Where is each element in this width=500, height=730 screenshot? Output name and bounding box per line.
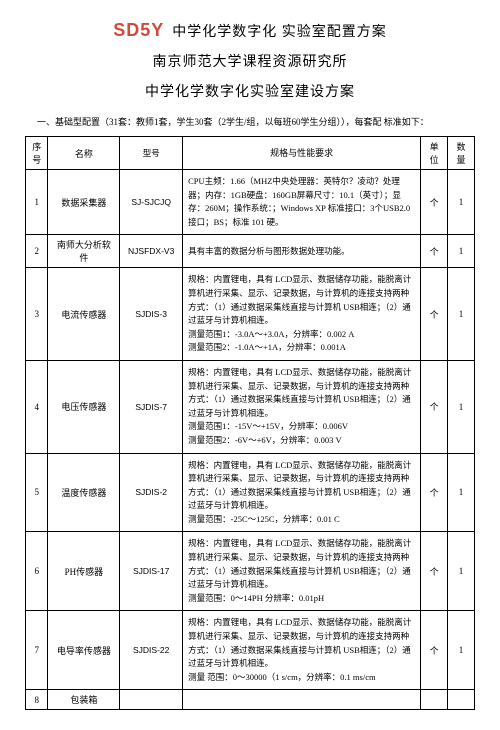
cell-seq: 8 [26,690,48,710]
cell-spec: 规格：内置锂电，具有 LCD显示、数据储存功能，能脱离计算机进行采集、显示、记录… [183,611,421,690]
title-plan: 中学化学数字化实验室建设方案 [25,81,475,101]
cell-model: SJ-SJCJQ [120,170,183,235]
cell-qty [448,690,475,710]
cell-model: SJDIS-17 [120,532,183,611]
title-institute: 南京师范大学课程资源研究所 [25,51,475,71]
table-header-row: 序 号 名称 型号 规格与性能要求 单位 数量 [26,137,475,170]
intro-text: 一、基础型配置（31套：教师1套，学生30套（2学生/组，以每班60学生分组））… [25,115,475,128]
cell-unit: 个 [421,611,448,690]
cell-model [120,690,183,710]
cell-seq: 7 [26,611,48,690]
cell-model: SJDIS-22 [120,611,183,690]
cell-name: 南师大分析软件 [48,235,120,268]
cell-qty: 1 [448,268,475,361]
cell-qty: 1 [448,611,475,690]
cell-unit [421,690,448,710]
cell-model: SJDIS-2 [120,453,183,532]
cell-name: 数据采集器 [48,170,120,235]
cell-seq: 4 [26,360,48,453]
cell-qty: 1 [448,532,475,611]
col-header-spec: 规格与性能要求 [183,137,421,170]
cell-unit: 个 [421,268,448,361]
table-row: 3电流传感器SJDIS-3规格：内置锂电，具有 LCD显示、数据储存功能，能脱离… [26,268,475,361]
cell-unit: 个 [421,453,448,532]
cell-model: NJSFDX-V3 [120,235,183,268]
table-row: 4电压传感器SJDIS-7规格：内置锂电，具有 LCD显示、数据储存功能，能脱离… [26,360,475,453]
cell-spec: 规格：内置锂电，具有 LCD显示、数据储存功能，能脱离计算机进行采集、显示、记录… [183,532,421,611]
watermark: SD5Y [113,20,164,41]
cell-unit: 个 [421,170,448,235]
table-row: 7电导率传感器SJDIS-22规格：内置锂电，具有 LCD显示、数据储存功能，能… [26,611,475,690]
cell-seq: 3 [26,268,48,361]
table-row: 6PH传感器SJDIS-17规格：内置锂电，具有 LCD显示、数据储存功能，能脱… [26,532,475,611]
cell-qty: 1 [448,235,475,268]
cell-name: 电压传感器 [48,360,120,453]
col-header-qty: 数量 [448,137,475,170]
cell-name: 电流传感器 [48,268,120,361]
cell-spec: CPU主频：1.66（MHZ中央处理器：英特尔？凌动？处理器；内存：1GB硬盘：… [183,170,421,235]
cell-model: SJDIS-7 [120,360,183,453]
cell-spec: 具有丰富的数据分析与图形数据处理功能。 [183,235,421,268]
cell-seq: 1 [26,170,48,235]
cell-unit: 个 [421,235,448,268]
cell-name: 电导率传感器 [48,611,120,690]
cell-model: SJDIS-3 [120,268,183,361]
cell-unit: 个 [421,360,448,453]
col-header-model: 型号 [120,137,183,170]
config-table: 序 号 名称 型号 规格与性能要求 单位 数量 1数据采集器SJ-SJCJQCP… [25,136,475,710]
cell-name: 温度传感器 [48,453,120,532]
cell-seq: 2 [26,235,48,268]
cell-unit: 个 [421,532,448,611]
cell-spec: 规格：内置锂电，具有 LCD显示、数据储存功能，能脱离计算机进行采集、显示、记录… [183,453,421,532]
col-header-unit: 单位 [421,137,448,170]
cell-seq: 6 [26,532,48,611]
cell-qty: 1 [448,360,475,453]
cell-spec [183,690,421,710]
table-row: 1数据采集器SJ-SJCJQCPU主频：1.66（MHZ中央处理器：英特尔？凌动… [26,170,475,235]
table-row: 5温度传感器SJDIS-2规格：内置锂电，具有 LCD显示、数据储存功能，能脱离… [26,453,475,532]
cell-spec: 规格：内置锂电，具有 LCD显示、数据储存功能，能脱离计算机进行采集、显示、记录… [183,268,421,361]
table-row: 8包装箱 [26,690,475,710]
cell-seq: 5 [26,453,48,532]
title-main: 中学化学数字化 实验室配置方案 [172,21,387,41]
table-row: 2南师大分析软件NJSFDX-V3具有丰富的数据分析与图形数据处理功能。个1 [26,235,475,268]
cell-name: 包装箱 [48,690,120,710]
cell-spec: 规格：内置锂电，具有 LCD显示、数据储存功能，能脱离计算机进行采集、显示、记录… [183,360,421,453]
cell-qty: 1 [448,453,475,532]
col-header-seq: 序 号 [26,137,48,170]
cell-qty: 1 [448,170,475,235]
cell-name: PH传感器 [48,532,120,611]
col-header-name: 名称 [48,137,120,170]
